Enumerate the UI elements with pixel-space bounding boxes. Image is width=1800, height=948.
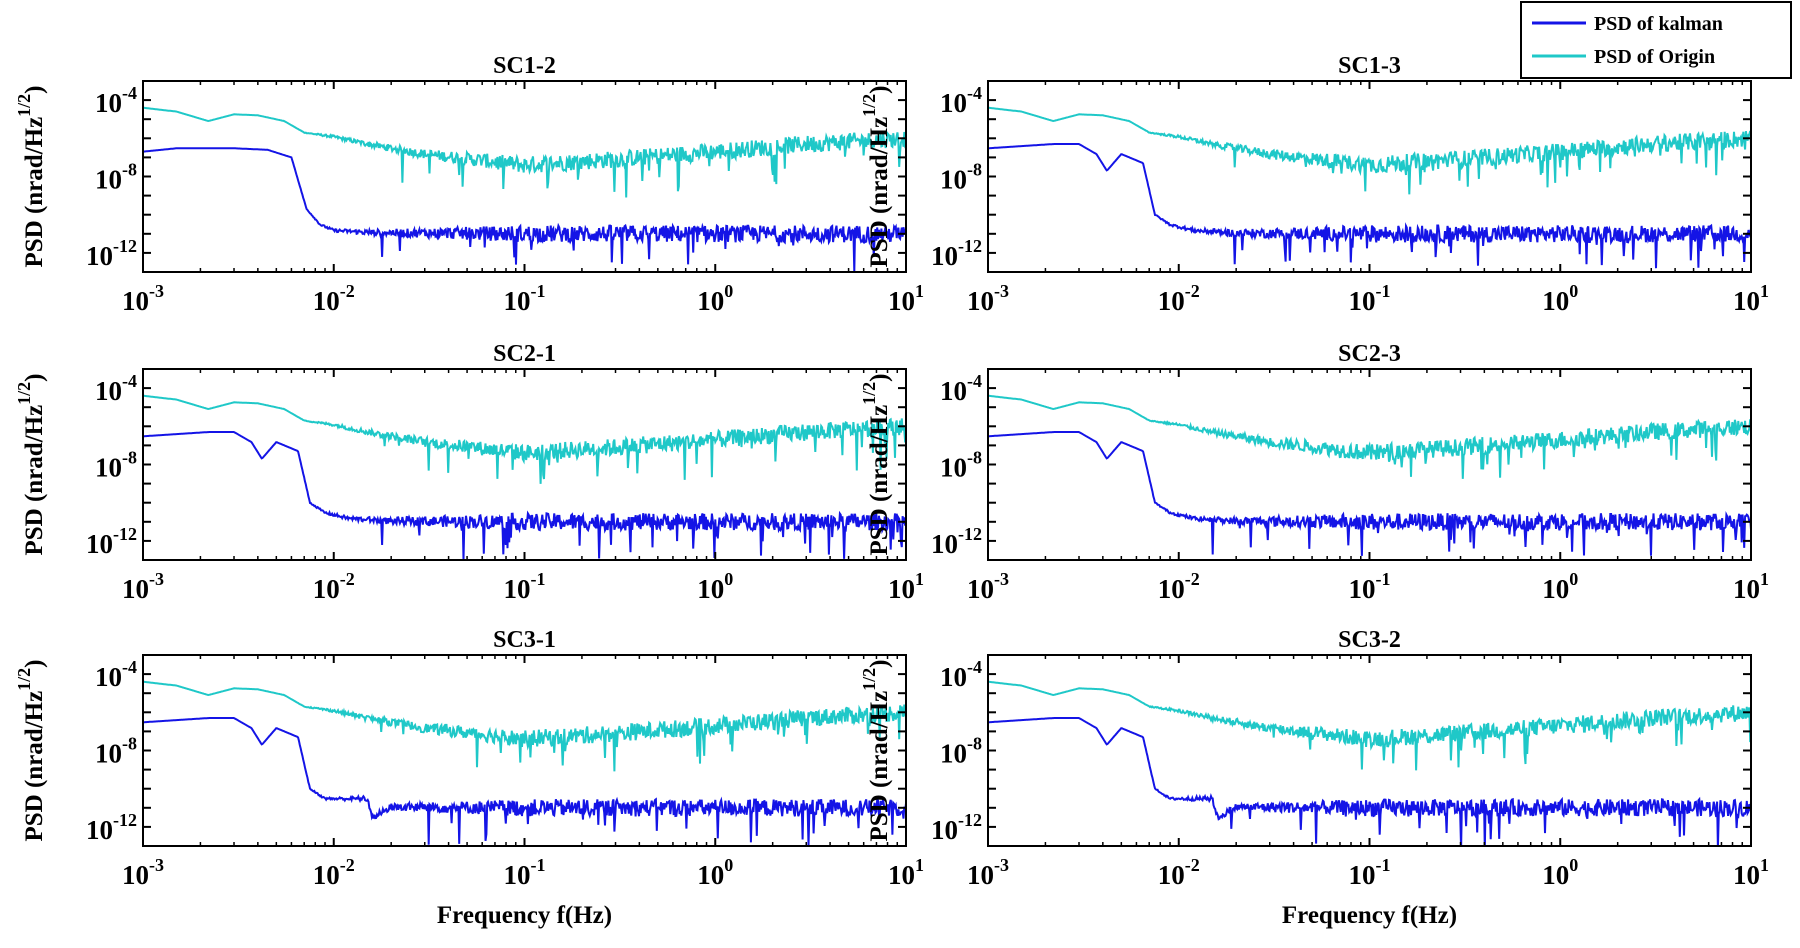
x-tick-label: 10-3: [122, 855, 164, 890]
x-tick-label: 100: [697, 569, 733, 604]
y-tick-label: 10-12: [86, 236, 137, 271]
subplot-title: SC2-1: [493, 341, 556, 367]
x-axis-label: Frequency f(Hz): [437, 902, 612, 929]
x-tick-label: 10-3: [122, 281, 164, 316]
x-tick-label: 10-1: [1349, 569, 1391, 604]
y-axis-label: PSD (nrad/Hz1/2): [859, 373, 893, 555]
y-tick-label: 10-4: [95, 657, 137, 692]
subplot-sc1-2: 10-3 10-2 10-1 100 101 10-4 10-8 10-12 SC1-2 PSD …: [14, 53, 924, 316]
x-tick-label: 10-3: [967, 855, 1009, 890]
axes-box: [142, 368, 907, 561]
y-tick-label: 10-4: [95, 83, 137, 118]
axes-box: [142, 80, 907, 273]
y-axis-label: PSD (nrad/Hz1/2): [14, 85, 48, 267]
subplot-sc3-1: 10-3 10-2 10-1 100 101 10-4 10-8 10-12 SC3-1 PSD …: [14, 627, 924, 929]
series-line-origin: [988, 106, 1751, 195]
y-tick-label: 10-12: [86, 524, 137, 559]
x-tick-label: 10-2: [1158, 281, 1200, 316]
subplot-title: SC3-2: [1338, 627, 1401, 653]
x-tick-label: 101: [888, 281, 924, 316]
y-tick-label: 10-4: [940, 371, 982, 406]
x-tick-label: 10-1: [1349, 281, 1391, 316]
x-tick-label: 10-2: [1158, 569, 1200, 604]
y-tick-label: 10-12: [931, 236, 982, 271]
legend-box: [1520, 1, 1792, 79]
y-tick-label: 10-8: [940, 160, 982, 195]
legend-label-kalman: PSD of kalman: [1594, 13, 1723, 35]
x-tick-label: 10-3: [967, 281, 1009, 316]
x-tick-label: 10-3: [122, 569, 164, 604]
legend-label-origin: PSD of Origin: [1594, 46, 1715, 68]
legend: PSD of kalman PSD of Origin: [1520, 1, 1792, 79]
y-tick-label: 10-8: [95, 448, 137, 483]
y-tick-label: 10-4: [940, 657, 982, 692]
x-tick-label: 10-1: [504, 569, 546, 604]
series-line-kalman: [143, 717, 906, 846]
x-tick-label: 10-2: [313, 569, 355, 604]
subplot-title: SC3-1: [493, 627, 556, 653]
subplot-title: SC2-3: [1338, 341, 1401, 367]
x-tick-label: 10-1: [1349, 855, 1391, 890]
x-tick-label: 100: [1542, 569, 1578, 604]
series-line-origin: [988, 394, 1751, 479]
series-line-origin: [988, 680, 1751, 771]
x-tick-label: 101: [888, 569, 924, 604]
x-tick-label: 10-2: [313, 281, 355, 316]
series-line-origin: [143, 394, 906, 484]
series-line-origin: [143, 680, 906, 772]
y-tick-label: 10-8: [940, 734, 982, 769]
y-tick-label: 10-4: [95, 371, 137, 406]
y-axis-label: PSD (nrad/Hz1/2): [14, 373, 48, 555]
y-axis-label: PSD (nrad/Hz1/2): [14, 659, 48, 841]
subplot-sc3-2: 10-3 10-2 10-1 100 101 10-4 10-8 10-12 SC3-2 PSD …: [859, 627, 1769, 929]
series-line-kalman: [988, 431, 1751, 556]
subplot-sc1-3: 10-3 10-2 10-1 100 101 10-4 10-8 10-12 SC1-3 PSD …: [859, 53, 1769, 316]
y-tick-label: 10-4: [940, 83, 982, 118]
y-axis-label: PSD (nrad/Hz1/2): [859, 659, 893, 841]
axes-box: [987, 654, 1752, 847]
subplot-sc2-1: 10-3 10-2 10-1 100 101 10-4 10-8 10-12 SC2-1 PSD …: [14, 341, 924, 604]
x-tick-label: 100: [1542, 855, 1578, 890]
x-tick-label: 101: [1733, 281, 1769, 316]
axes-box: [987, 368, 1752, 561]
series-line-kalman: [143, 147, 906, 272]
x-tick-label: 100: [697, 281, 733, 316]
x-tick-label: 10-1: [504, 855, 546, 890]
axes-box: [142, 654, 907, 847]
y-tick-label: 10-8: [95, 734, 137, 769]
subplot-grid: 10-3 10-2 10-1 100 101 10-4 10-8 10-12 SC1-2 PSD …: [14, 53, 1769, 929]
series-line-kalman: [988, 143, 1751, 269]
x-tick-label: 10-2: [1158, 855, 1200, 890]
axes-box: [987, 80, 1752, 273]
subplot-sc2-3: 10-3 10-2 10-1 100 101 10-4 10-8 10-12 SC2-3 PSD …: [859, 341, 1769, 604]
x-tick-label: 100: [1542, 281, 1578, 316]
y-tick-label: 10-12: [86, 810, 137, 845]
x-tick-label: 10-2: [313, 855, 355, 890]
x-tick-label: 10-3: [967, 569, 1009, 604]
x-tick-label: 101: [1733, 569, 1769, 604]
x-tick-label: 100: [697, 855, 733, 890]
x-tick-label: 101: [1733, 855, 1769, 890]
y-tick-label: 10-8: [95, 160, 137, 195]
y-tick-label: 10-12: [931, 810, 982, 845]
x-tick-label: 10-1: [504, 281, 546, 316]
series-line-origin: [143, 106, 906, 198]
y-tick-label: 10-12: [931, 524, 982, 559]
series-line-kalman: [143, 431, 906, 560]
x-axis-label: Frequency f(Hz): [1282, 902, 1457, 929]
y-tick-label: 10-8: [940, 448, 982, 483]
subplot-title: SC1-2: [493, 53, 556, 79]
x-tick-label: 101: [888, 855, 924, 890]
subplot-title: SC1-3: [1338, 53, 1401, 79]
y-axis-label: PSD (nrad/Hz1/2): [859, 85, 893, 267]
series-line-kalman: [988, 717, 1751, 846]
